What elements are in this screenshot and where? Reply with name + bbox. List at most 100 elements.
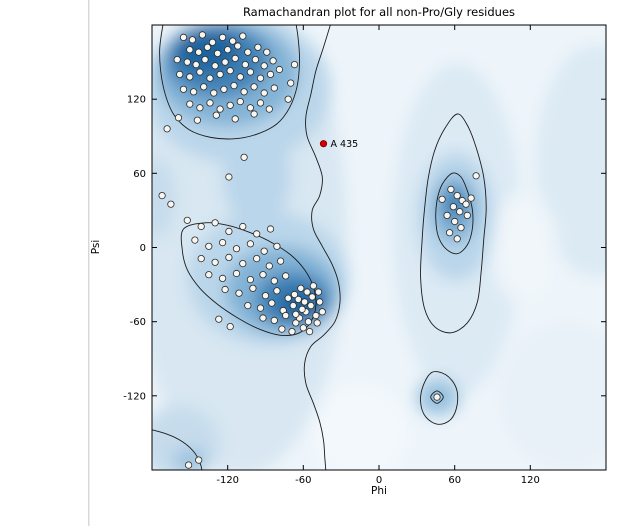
residue-point xyxy=(195,48,203,56)
y-tick-label: 0 xyxy=(140,243,146,254)
residue-point xyxy=(226,322,234,331)
residue-point xyxy=(300,298,309,306)
residue-point xyxy=(246,275,254,284)
residue-point xyxy=(188,36,196,44)
plot-title: Ramachandran plot for all non-Pro/Gly re… xyxy=(243,5,515,19)
residue-point xyxy=(179,85,188,93)
residue-point xyxy=(260,62,268,70)
residue-point xyxy=(260,247,268,255)
residue-point xyxy=(196,68,204,76)
residue-point xyxy=(206,99,214,107)
residue-point xyxy=(278,325,286,333)
residue-point xyxy=(232,269,241,278)
residue-point xyxy=(191,236,199,244)
residue-point xyxy=(236,98,244,106)
y-tick-label: 120 xyxy=(127,95,146,106)
x-tick-label: -120 xyxy=(216,475,239,486)
residue-point xyxy=(276,257,285,265)
residue-point xyxy=(263,48,271,56)
residue-point xyxy=(186,46,194,54)
residue-point xyxy=(221,285,229,294)
residue-point xyxy=(239,259,247,268)
residue-point xyxy=(288,327,296,336)
residue-point xyxy=(183,58,191,66)
residue-point xyxy=(229,37,237,45)
residue-point xyxy=(438,195,446,203)
residue-point xyxy=(216,105,224,113)
residue-point xyxy=(250,110,258,118)
residue-point xyxy=(472,172,480,180)
residue-point xyxy=(205,271,213,279)
residue-point xyxy=(186,73,194,81)
y-tick-label: -120 xyxy=(123,391,146,402)
residue-point xyxy=(445,229,454,237)
residue-point xyxy=(203,43,212,51)
x-tick-label: 60 xyxy=(448,475,461,486)
residue-point xyxy=(197,222,205,231)
residue-point xyxy=(253,255,261,263)
residue-point xyxy=(260,89,268,97)
residue-point xyxy=(312,311,320,320)
x-axis-label: Phi xyxy=(371,485,387,497)
residue-point xyxy=(244,48,252,56)
highlighted-residue: A 435 xyxy=(319,139,358,150)
panel-divider xyxy=(88,0,90,526)
residue-point xyxy=(265,105,273,113)
residue-point xyxy=(268,299,276,307)
residue-point xyxy=(241,60,249,69)
residue-point xyxy=(198,31,206,39)
highlighted-residue-point xyxy=(319,140,328,148)
y-tick-label: -60 xyxy=(130,317,146,328)
contour-line xyxy=(152,429,203,470)
residue-point xyxy=(305,327,314,336)
residue-point xyxy=(303,288,311,296)
residue-point xyxy=(270,277,278,285)
residue-point xyxy=(456,208,464,216)
residue-point xyxy=(292,310,300,318)
residue-point xyxy=(210,89,218,97)
residue-point xyxy=(266,70,275,79)
contour-line xyxy=(159,25,301,140)
residue-point xyxy=(256,304,265,312)
residue-point xyxy=(292,319,300,327)
residue-point xyxy=(208,38,217,46)
residue-point xyxy=(304,318,312,326)
residue-point xyxy=(270,84,278,92)
residue-point xyxy=(270,316,278,324)
density-blob xyxy=(491,191,557,304)
residue-point xyxy=(250,83,258,91)
residue-point xyxy=(316,298,324,306)
residue-point xyxy=(457,224,465,232)
residue-point xyxy=(308,293,316,301)
residue-point xyxy=(200,83,208,91)
residue-point xyxy=(290,290,299,299)
residue-point xyxy=(214,49,222,58)
residue-point xyxy=(173,55,181,64)
residue-point xyxy=(307,301,315,310)
residue-point xyxy=(275,65,283,74)
residue-point xyxy=(453,235,461,243)
density-blob xyxy=(535,43,606,279)
residue-point xyxy=(463,211,471,219)
residue-point xyxy=(269,57,277,65)
contour-line xyxy=(435,172,474,255)
residue-point xyxy=(163,125,171,133)
residue-point xyxy=(219,33,227,42)
contour-line xyxy=(420,113,487,334)
residue-points xyxy=(158,31,480,469)
residue-point xyxy=(226,101,234,109)
residue-point xyxy=(219,239,227,247)
residue-point xyxy=(240,88,248,96)
residue-point xyxy=(225,173,233,181)
residue-point xyxy=(197,255,205,263)
residue-point xyxy=(230,82,238,90)
residue-point xyxy=(190,88,198,96)
density-blob xyxy=(312,385,408,470)
contour-line xyxy=(430,390,444,404)
residue-point xyxy=(167,200,175,208)
residue-point xyxy=(211,258,219,266)
density-blob xyxy=(498,321,606,470)
residue-point xyxy=(256,99,265,107)
residue-point xyxy=(251,55,259,64)
